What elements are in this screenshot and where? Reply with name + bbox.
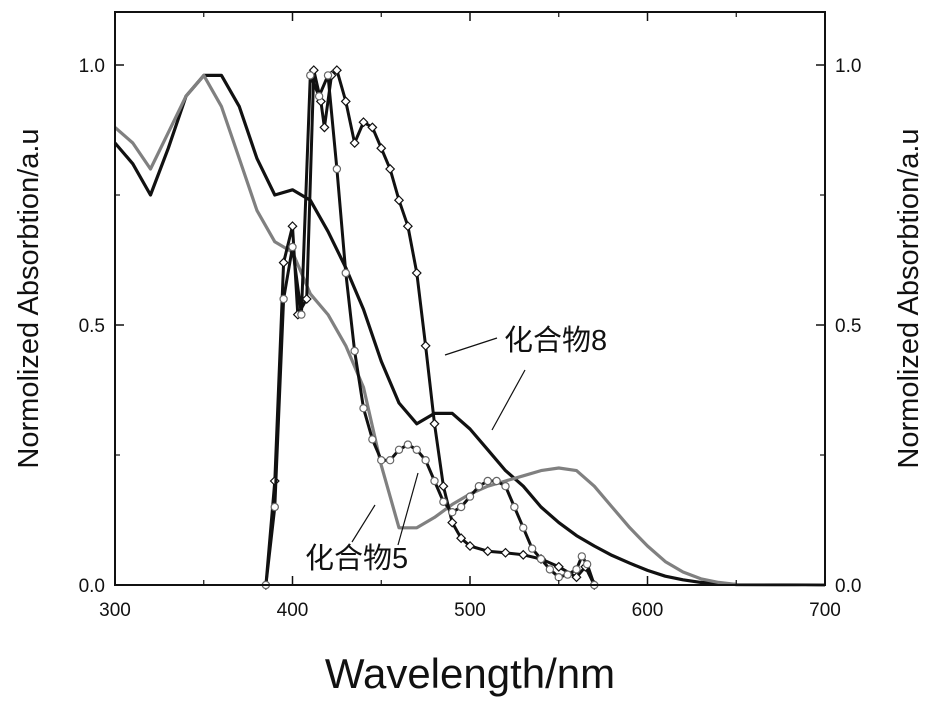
diamond-marker (404, 222, 412, 230)
x-tick-label: 400 (277, 600, 309, 621)
circle-marker (431, 477, 438, 484)
circle-marker (404, 441, 411, 448)
diamond-marker (430, 420, 438, 428)
circle-marker (369, 436, 376, 443)
circle-marker (584, 561, 591, 568)
y-tick-label-left: 0.5 (79, 316, 105, 337)
annotation-5-leader-2 (398, 473, 418, 545)
circle-marker (280, 295, 287, 302)
diamond-marker (350, 139, 358, 147)
y-tick-label-right: 0.5 (835, 316, 861, 337)
x-axis-title: Wavelength/nm (325, 650, 615, 697)
circle-marker (564, 571, 571, 578)
circle-marker (378, 457, 385, 464)
x-tick-label: 700 (809, 600, 841, 621)
circle-marker (511, 503, 518, 510)
x-tick-label: 300 (99, 600, 131, 621)
circle-marker (546, 566, 553, 573)
circle-marker (493, 477, 500, 484)
annotation-compound-8: 化合物8 (504, 324, 607, 357)
annotation-8-leader-1 (445, 338, 497, 355)
annotation-compound-5: 化合物5 (305, 542, 408, 575)
circle-marker (271, 503, 278, 510)
series-line-a-line (115, 75, 825, 585)
circle-marker (458, 503, 465, 510)
circle-marker (307, 72, 314, 79)
diamond-marker (413, 269, 421, 277)
circle-marker (422, 457, 429, 464)
circle-marker (413, 446, 420, 453)
diamond-marker (377, 144, 385, 152)
circle-marker (342, 269, 349, 276)
diamond-marker (395, 196, 403, 204)
absorption-chart: 化合物8 化合物5 300 400 500 600 700 0.0 0.0 0.5 0.5 1.0 1… (0, 0, 936, 713)
circle-marker (475, 483, 482, 490)
series-line-b-line (115, 75, 825, 585)
annotation-8-leader-2 (492, 370, 525, 430)
circle-marker (387, 457, 394, 464)
diamond-marker (519, 551, 527, 559)
circle-marker (289, 243, 296, 250)
ticks-layer: 300 400 500 600 700 0.0 0.0 0.5 0.5 1.0 1.0 (79, 12, 862, 621)
series-layer (115, 66, 825, 589)
circle-marker (449, 509, 456, 516)
x-tick-label: 600 (632, 600, 664, 621)
circle-marker (316, 93, 323, 100)
diamond-marker (288, 222, 296, 230)
y-axis-title-right: Normolized Absorbtion/a.u (893, 128, 925, 468)
circle-marker (360, 405, 367, 412)
diamond-marker (342, 97, 350, 105)
annotation-5-leader-1 (352, 505, 375, 542)
circle-marker (502, 483, 509, 490)
circle-marker (324, 72, 331, 79)
circle-marker (395, 446, 402, 453)
diamond-marker (279, 258, 287, 266)
circle-marker (298, 311, 305, 318)
y-tick-label-right: 1.0 (835, 56, 861, 77)
annotation-layer: 化合物8 化合物5 (305, 324, 607, 575)
diamond-marker (421, 342, 429, 350)
y-tick-label-left: 1.0 (79, 56, 105, 77)
circle-marker (529, 545, 536, 552)
circle-marker (440, 498, 447, 505)
y-axis-title-left: Normolized Absorbtion/a.u (13, 128, 45, 468)
circle-marker (466, 493, 473, 500)
circle-marker (333, 165, 340, 172)
diamond-marker (439, 482, 447, 490)
diamond-marker (501, 549, 509, 557)
diamond-marker (386, 165, 394, 173)
y-tick-label-left: 0.0 (79, 576, 105, 597)
x-tick-label: 500 (454, 600, 486, 621)
circle-marker (484, 477, 491, 484)
circle-marker (578, 553, 585, 560)
y-tick-label-right: 0.0 (835, 576, 861, 597)
circle-marker (555, 574, 562, 581)
circle-marker (520, 524, 527, 531)
circle-marker (537, 555, 544, 562)
diamond-marker (484, 547, 492, 555)
circle-marker (573, 566, 580, 573)
circle-marker (351, 347, 358, 354)
diamond-marker (320, 123, 328, 131)
